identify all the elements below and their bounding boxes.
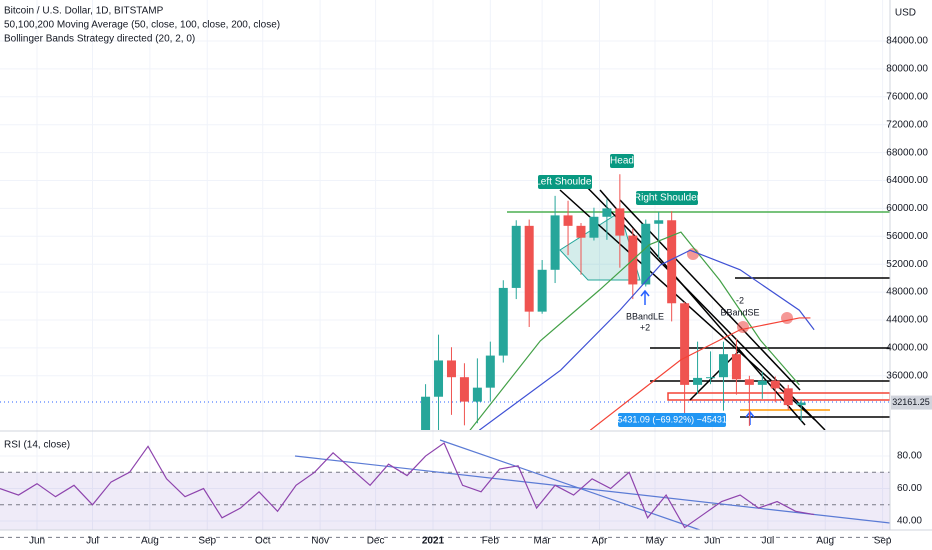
annotation: Left Shoulder [535, 177, 595, 188]
candle-body [589, 216, 599, 238]
y-tick-label: 84000.00 [886, 36, 928, 47]
rsi-line [0, 442, 815, 529]
zone [667, 392, 890, 401]
moving-average [469, 231, 800, 430]
candle-body [511, 225, 521, 288]
x-tick-label: May [646, 536, 665, 547]
moving-average [589, 317, 811, 430]
candle-body [550, 215, 560, 270]
annotation: -2 [736, 295, 744, 305]
candle-body [485, 355, 495, 388]
x-tick-label: Apr [592, 536, 608, 547]
candle-body [757, 380, 767, 385]
candle-body [537, 269, 547, 312]
candle-body [744, 379, 754, 385]
x-tick-label: Feb [482, 536, 500, 547]
candle-body [783, 388, 793, 406]
candle-body [706, 377, 716, 379]
x-tick-label: Aug [816, 536, 834, 547]
annotation: BBandLE [626, 311, 664, 321]
candle-body [654, 220, 664, 224]
y-tick-label: 64000.00 [886, 175, 928, 186]
x-tick-label: Jul [86, 536, 99, 547]
x-tick-label: Sep [198, 536, 216, 547]
indicator: Bollinger Bands Strategy directed (20, 2… [4, 34, 195, 45]
x-tick-label: Nov [311, 536, 329, 547]
indicator: 50,100,200 Moving Average (50, close, 10… [4, 20, 280, 31]
annotation: BBandSE [720, 307, 759, 317]
y-tick-label: 52000.00 [886, 259, 928, 270]
candle-body [615, 208, 625, 236]
candle-body [472, 387, 482, 402]
annotation: +2 [640, 322, 650, 332]
currency: USD [895, 8, 916, 19]
x-tick-label: Jun [29, 536, 45, 547]
trend-line [599, 189, 806, 426]
y-tick-label: 76000.00 [886, 91, 928, 102]
last-price-box [891, 395, 932, 410]
signal [781, 312, 793, 324]
y-tick-label: 60.00 [897, 483, 922, 494]
candle-body [693, 377, 703, 385]
candle-body [770, 380, 780, 389]
candle-body [796, 402, 806, 406]
annotations: Left Shoulder Head Right Shoulder BBandL… [535, 154, 760, 427]
label-box [610, 154, 634, 168]
last-price-label: 32161.25 [892, 397, 930, 407]
y-tick-label: 40.00 [897, 516, 922, 527]
y-tick-label: 68000.00 [886, 147, 928, 158]
trend-line [689, 349, 741, 401]
candle-body [576, 225, 586, 238]
candle-body [524, 225, 534, 312]
x-tick-label: Oct [255, 536, 271, 547]
candle-body [667, 220, 677, 304]
y-tick-label: 80000.00 [886, 64, 928, 75]
y-tick-label: 36000.00 [886, 370, 928, 381]
price-pane [0, 174, 890, 430]
annotation: −45431.09 (−69.92%) −4543109 [607, 414, 737, 424]
candle-body [602, 208, 612, 217]
candle-body [421, 396, 431, 430]
rsi-band [0, 472, 890, 530]
y-tick-label: 40000.00 [886, 343, 928, 354]
y-tick-label: 60000.00 [886, 203, 928, 214]
y-tick-label: 72000.00 [886, 119, 928, 130]
label-box [538, 175, 592, 189]
x-tick-label: 2021 [422, 536, 445, 547]
candle-body [718, 354, 728, 378]
x-tick-label: Aug [141, 536, 159, 547]
y-tick-label: 48000.00 [886, 287, 928, 298]
symbol: Bitcoin / U.S. Dollar, 1D, BITSTAMP [4, 6, 164, 17]
label-box [636, 191, 698, 205]
candle-body [434, 360, 444, 397]
x-tick-label: Dec [367, 536, 385, 547]
candle-body [498, 287, 508, 356]
candle-body [641, 223, 651, 285]
x-tick-label: Jun [704, 536, 720, 547]
signal [687, 248, 699, 260]
candle-body [446, 360, 456, 378]
rsi-title: RSI (14, close) [4, 440, 70, 451]
x-tick-label: Mar [534, 536, 552, 547]
annotation: Head [610, 156, 634, 167]
y-tick-label: 80.00 [897, 451, 922, 462]
buy-arrow [640, 289, 650, 305]
candle-body [563, 215, 573, 226]
moving-average [478, 249, 815, 430]
buy-arrow [745, 410, 755, 425]
candle-body [731, 354, 741, 380]
label-box [618, 413, 726, 427]
y-tick-label: 56000.00 [886, 231, 928, 242]
trend-line [439, 439, 701, 531]
y-tick-label: 44000.00 [886, 315, 928, 326]
candle-body [459, 377, 469, 402]
candle-body [680, 303, 690, 385]
annotation: Right Shoulder [634, 193, 701, 204]
x-tick-label: Sep [874, 536, 892, 547]
signal [737, 321, 749, 333]
grid [0, 0, 890, 530]
x-tick-label: Jul [761, 536, 774, 547]
rsi-pane [0, 439, 891, 538]
